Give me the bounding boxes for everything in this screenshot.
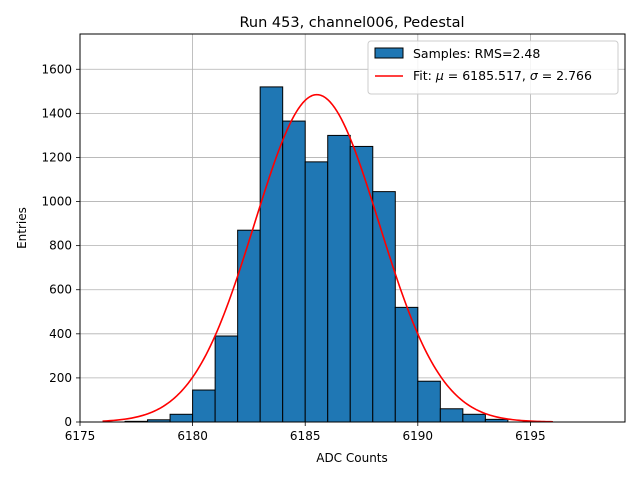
y-axis-ticks: 0 200 400 600 800 1000 1200 1400 1600 [41, 62, 80, 429]
y-tick-label: 800 [49, 239, 72, 253]
histogram-bar [417, 380, 441, 423]
histogram-bar [282, 120, 306, 423]
y-tick-label: 1000 [41, 195, 72, 209]
histogram-bar [259, 86, 284, 423]
legend-samples-swatch [374, 47, 404, 59]
legend-box [367, 40, 619, 95]
gaussian-fit-curve [102, 93, 553, 423]
histogram-bar [169, 413, 194, 423]
legend-mu-symbol: μ [435, 68, 444, 83]
legend-sigma-value: = 2.766 [538, 68, 592, 83]
y-tick-label: 1600 [41, 62, 72, 76]
x-axis-label: ADC Counts [316, 451, 388, 465]
histogram-bar [327, 134, 351, 423]
y-tick-label: 0 [64, 415, 72, 429]
x-tick-label: 6185 [290, 429, 321, 443]
histogram-bar [214, 335, 239, 423]
x-tick-label: 6190 [403, 429, 434, 443]
legend-mu-value: = 6185.517, [444, 68, 530, 83]
y-tick-label: 1400 [41, 106, 72, 120]
y-tick-label: 400 [49, 327, 72, 341]
x-tick-label: 6180 [177, 429, 208, 443]
y-tick-label: 600 [49, 283, 72, 297]
y-tick-label: 1200 [41, 150, 72, 164]
legend-sigma-symbol: σ [530, 68, 539, 83]
x-tick-label: 6175 [65, 429, 96, 443]
legend-samples-label: Samples: RMS=2.48 [413, 46, 540, 61]
legend-fit-prefix: Fit: [413, 68, 436, 83]
y-axis-label: Entries [15, 207, 29, 249]
x-tick-label: 6195 [515, 429, 546, 443]
chart-title: Run 453, channel006, Pedestal [239, 15, 464, 31]
histogram-bar [192, 389, 216, 423]
histogram-bar [237, 229, 261, 423]
x-axis-ticks: 6175 6180 6185 6190 6195 [65, 422, 546, 443]
plot-frame [79, 33, 626, 423]
histogram-bars [124, 86, 509, 423]
y-tick-label: 200 [49, 371, 72, 385]
legend-fit-label: Fit: μ = 6185.517, σ = 2.766 [413, 68, 592, 83]
histogram-bar [439, 408, 464, 423]
histogram-bar [372, 191, 396, 423]
histogram-bar [462, 413, 486, 423]
histogram-bar [349, 145, 374, 423]
legend: Samples: RMS=2.48 Fit: μ = 6185.517, σ =… [367, 40, 619, 95]
histogram-bar [304, 161, 329, 423]
